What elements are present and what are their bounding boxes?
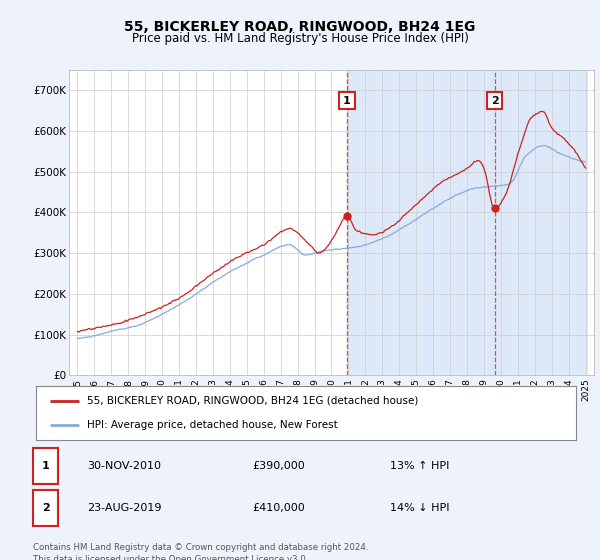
- Text: £390,000: £390,000: [252, 461, 305, 471]
- Text: 2: 2: [491, 96, 499, 105]
- Text: 2: 2: [42, 503, 49, 513]
- Text: 30-NOV-2010: 30-NOV-2010: [87, 461, 161, 471]
- Text: Contains HM Land Registry data © Crown copyright and database right 2024.
This d: Contains HM Land Registry data © Crown c…: [33, 543, 368, 560]
- Text: 14% ↓ HPI: 14% ↓ HPI: [390, 503, 449, 513]
- Text: £410,000: £410,000: [252, 503, 305, 513]
- Text: 1: 1: [343, 96, 351, 105]
- Text: 13% ↑ HPI: 13% ↑ HPI: [390, 461, 449, 471]
- Text: 55, BICKERLEY ROAD, RINGWOOD, BH24 1EG (detached house): 55, BICKERLEY ROAD, RINGWOOD, BH24 1EG (…: [88, 396, 419, 406]
- Text: 23-AUG-2019: 23-AUG-2019: [87, 503, 161, 513]
- Bar: [347, 70, 587, 375]
- Text: 55, BICKERLEY ROAD, RINGWOOD, BH24 1EG: 55, BICKERLEY ROAD, RINGWOOD, BH24 1EG: [124, 20, 476, 34]
- Text: HPI: Average price, detached house, New Forest: HPI: Average price, detached house, New …: [88, 420, 338, 430]
- Text: 1: 1: [42, 461, 49, 471]
- Text: Price paid vs. HM Land Registry's House Price Index (HPI): Price paid vs. HM Land Registry's House …: [131, 32, 469, 45]
